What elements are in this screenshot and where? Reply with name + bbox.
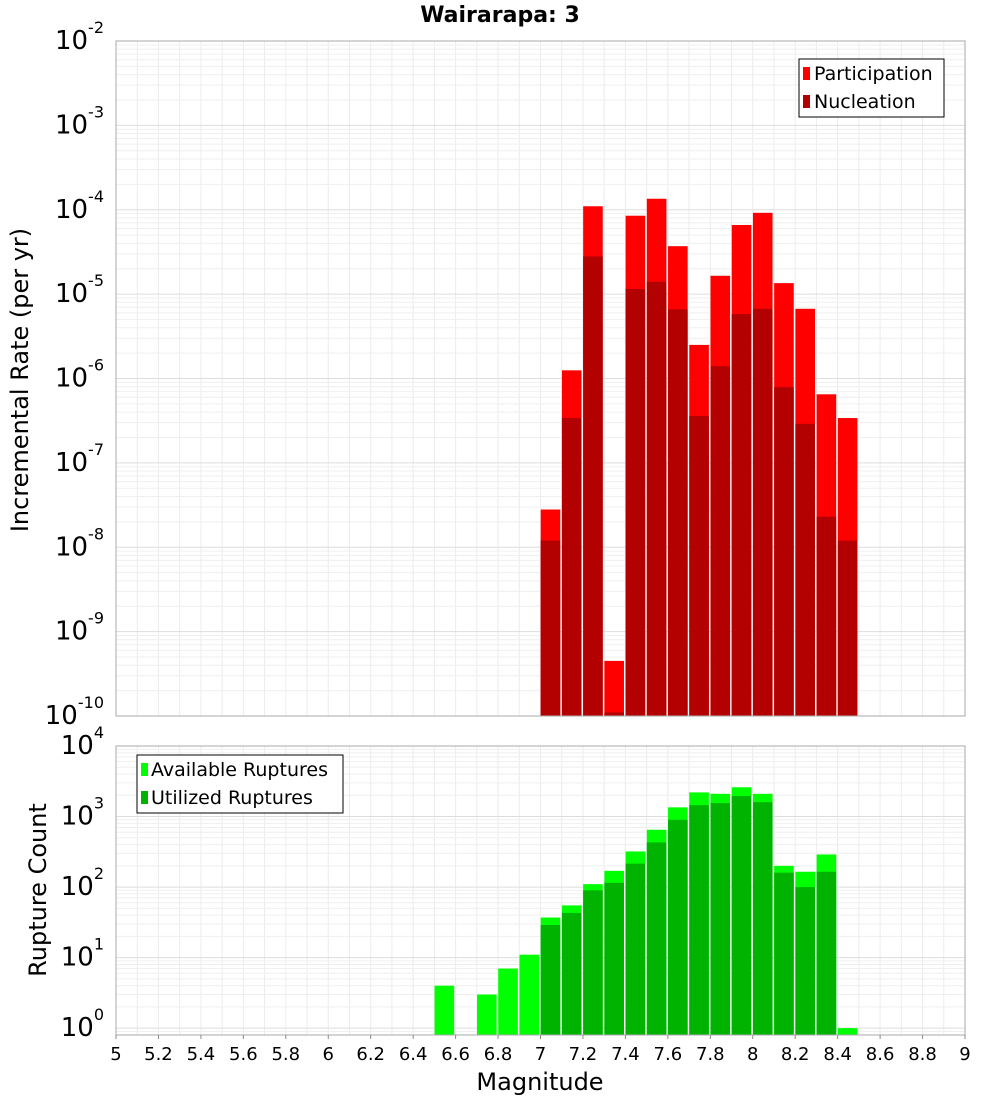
bottom-x-ticks: 5 5.2 5.4 5.6 5.8 6 6.2 6.4 6.6 6.8 7 7.2 7.4 7.6 7.8 8… (110, 1035, 971, 1065)
utilized-ruptures-bar (752, 802, 773, 1035)
bottom-legend-box (136, 754, 344, 814)
legend-label-available: Available Ruptures (151, 759, 328, 781)
utilized-ruptures-bar (795, 887, 815, 1035)
top-plot-grid (115, 41, 966, 717)
available-ruptures-bar (837, 1028, 858, 1035)
y-tick-label: 103 (61, 794, 104, 832)
utilized-ruptures-bar (540, 925, 561, 1035)
available-ruptures-bar (477, 994, 497, 1035)
top-plot-frame (115, 40, 966, 717)
y-tick-label: 10-10 (45, 693, 104, 731)
nucleation-bar (561, 418, 582, 716)
y-tick-label: 100 (61, 1005, 104, 1043)
legend-swatch-nucleation (803, 95, 810, 108)
nucleation-bar (668, 309, 688, 716)
x-tick-label: 6.8 (484, 1044, 513, 1065)
utilized-ruptures-bar (774, 872, 794, 1035)
x-tick-label: 5.2 (144, 1044, 173, 1065)
utilized-ruptures-bar (583, 890, 603, 1035)
y-tick-label: 10-8 (55, 524, 104, 562)
top-plot-bars (540, 198, 858, 717)
y-tick-label: 10-9 (55, 609, 104, 647)
utilized-ruptures-bar (625, 863, 646, 1035)
available-ruptures-bar (434, 985, 455, 1035)
legend-swatch-available (141, 763, 148, 776)
nucleation-bar (795, 423, 815, 716)
top-y-axis-label: Incremental Rate (per yr) (6, 228, 34, 532)
bottom-legend: Available Ruptures Utilized Ruptures (136, 754, 344, 814)
utilized-ruptures-bar (816, 871, 837, 1035)
bottom-plot-bars (434, 787, 858, 1035)
utilized-ruptures-bar (731, 796, 752, 1035)
x-tick-label: 7 (535, 1044, 546, 1065)
nucleation-bar (689, 415, 709, 716)
bottom-y-ticks: 104 103 102 101 100 (61, 723, 104, 1043)
y-tick-label: 10-2 (55, 18, 104, 56)
nucleation-bar (540, 540, 561, 716)
x-tick-label: 5.4 (187, 1044, 216, 1065)
utilized-ruptures-bar (561, 912, 582, 1035)
x-tick-label: 7.2 (569, 1044, 598, 1065)
x-tick-label: 5.8 (271, 1044, 300, 1065)
x-tick-label: 6 (323, 1044, 334, 1065)
x-tick-label: 7.8 (696, 1044, 725, 1065)
legend-swatch-participation (803, 67, 810, 80)
x-tick-label: 7.4 (611, 1044, 640, 1065)
y-tick-label: 10-4 (55, 187, 104, 225)
utilized-ruptures-bar (668, 819, 688, 1035)
participation-bar (604, 660, 624, 716)
nucleation-bar (604, 712, 624, 716)
x-tick-label: 6.2 (356, 1044, 385, 1065)
x-tick-label: 8.8 (908, 1044, 937, 1065)
utilized-ruptures-bar (689, 805, 709, 1035)
nucleation-bar (731, 314, 752, 716)
x-tick-label: 8.6 (866, 1044, 895, 1065)
legend-label-nucleation: Nucleation (814, 91, 916, 113)
y-tick-label: 10-3 (55, 102, 104, 140)
y-tick-label: 10-6 (55, 356, 104, 394)
legend-label-utilized: Utilized Ruptures (151, 787, 313, 809)
utilized-ruptures-bar (604, 882, 624, 1035)
y-tick-label: 104 (61, 723, 104, 761)
available-ruptures-bar (498, 968, 518, 1035)
x-tick-label: 8 (747, 1044, 758, 1065)
available-ruptures-bar (519, 954, 540, 1035)
nucleation-bar (774, 387, 794, 716)
nucleation-bar (752, 308, 773, 716)
nucleation-bar (625, 289, 646, 716)
nucleation-bar (710, 366, 731, 716)
top-legend: Participation Nucleation (798, 58, 945, 118)
x-tick-label: 5.6 (229, 1044, 258, 1065)
chart-title: Wairarapa: 3 (420, 3, 580, 28)
x-tick-label: 6.6 (441, 1044, 470, 1065)
x-tick-label: 8.2 (781, 1044, 810, 1065)
y-tick-label: 102 (61, 864, 104, 902)
y-tick-label: 101 (61, 935, 104, 973)
x-tick-label: 8.4 (823, 1044, 852, 1065)
x-tick-label: 9 (959, 1044, 970, 1065)
nucleation-bar (837, 540, 858, 716)
bottom-y-axis-label: Rupture Count (24, 803, 52, 977)
utilized-ruptures-bar (646, 842, 667, 1035)
utilized-ruptures-bar (710, 803, 731, 1035)
y-tick-label: 10-5 (55, 271, 104, 309)
y-tick-label: 10-7 (55, 440, 104, 478)
x-tick-label: 5 (110, 1044, 121, 1065)
nucleation-bar (646, 281, 667, 716)
nucleation-bar (583, 256, 603, 716)
x-tick-label: 6.4 (399, 1044, 428, 1065)
x-tick-label: 7.6 (654, 1044, 683, 1065)
x-axis-label: Magnitude (476, 1068, 603, 1096)
top-y-ticks: 10-2 10-3 10-4 10-5 10-6 10-7 10-8 10-9 10-10 (45, 18, 104, 731)
top-legend-box (798, 58, 945, 118)
nucleation-bar (816, 516, 837, 716)
legend-label-participation: Participation (814, 63, 933, 85)
legend-swatch-utilized (141, 791, 148, 804)
